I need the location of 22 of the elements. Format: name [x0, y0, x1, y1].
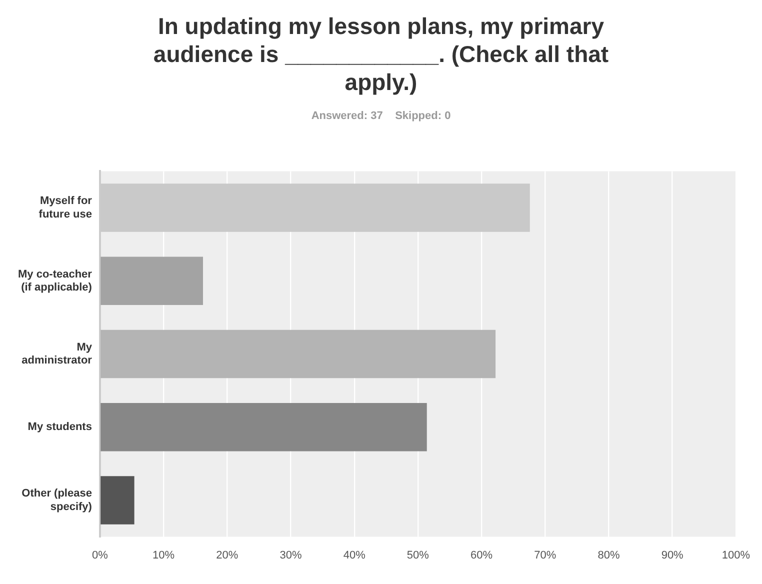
bar — [100, 256, 203, 306]
y-tick-label: Myself for future use — [38, 195, 93, 220]
y-tick-label: Other (please specify) — [22, 488, 92, 513]
y-tick-label: My students — [28, 421, 92, 434]
x-tick-label: 100% — [722, 549, 750, 562]
x-tick-label: 0% — [92, 549, 108, 562]
x-tick-label: 70% — [534, 549, 556, 562]
x-tick-label: 90% — [661, 549, 684, 562]
x-tick-label: 40% — [343, 549, 366, 562]
y-tick-label: My co-teacher (if applicable) — [18, 268, 93, 294]
x-tick-label: 80% — [598, 549, 620, 562]
x-tick-label: 30% — [280, 549, 302, 562]
x-tick-label: 10% — [152, 549, 175, 562]
x-tick-label: 50% — [406, 549, 430, 562]
bar — [100, 476, 134, 524]
bar — [100, 330, 496, 378]
x-tick-label: 20% — [216, 549, 238, 562]
x-tick-label: 60% — [470, 549, 493, 562]
chart-title: In updating my lesson plans, my primary audience is ____________. (Check all that apply.) — [152, 12, 610, 96]
y-tick-label: My administrator — [22, 341, 93, 367]
chart-subtitle: Answered: 37 Skipped: 0 — [310, 110, 452, 122]
bar — [100, 402, 427, 452]
